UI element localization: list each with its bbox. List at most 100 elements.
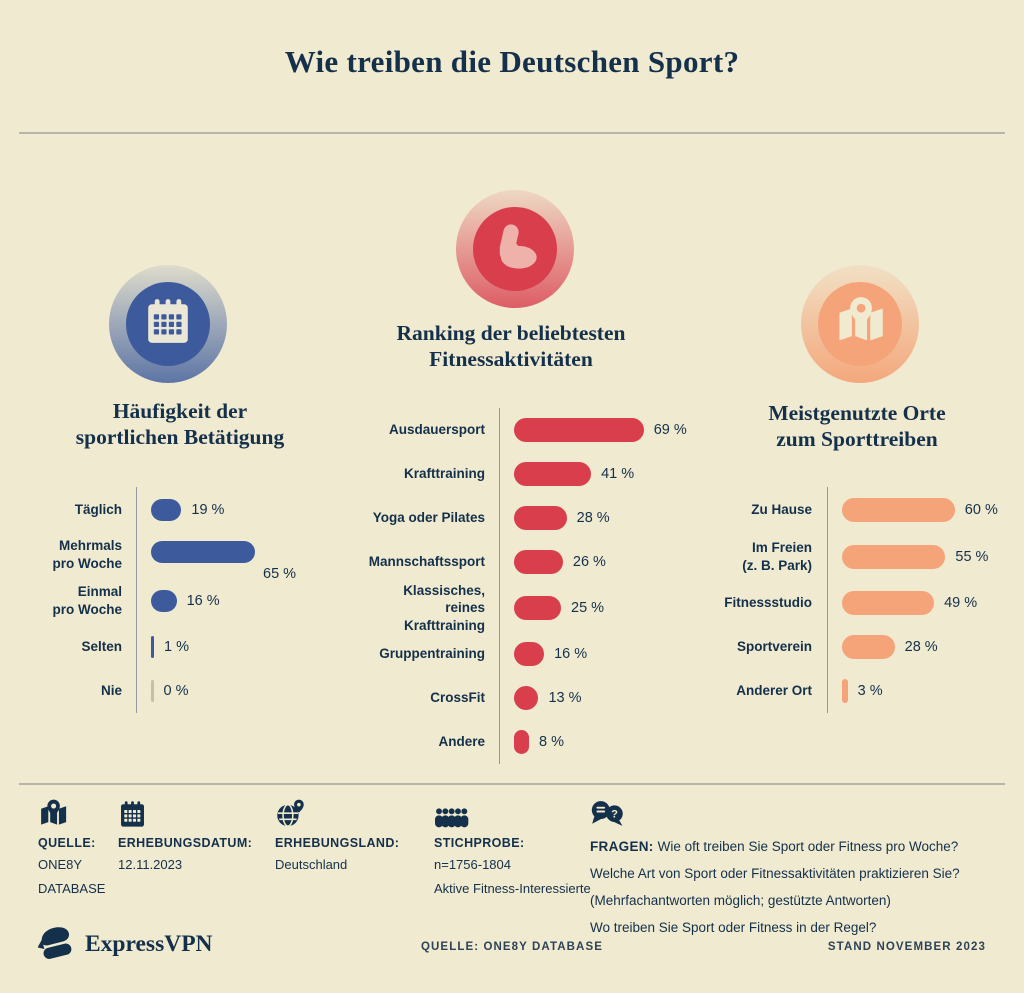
bar [514,418,644,442]
bar [514,686,539,710]
bar-label: Anderer Ort [736,683,812,699]
footer-value: DATABASE [38,880,106,896]
bar [514,506,567,530]
bar-label: Nie [100,683,122,699]
bar [842,679,848,703]
bar-row: Mehrmals pro Woche 65 % [38,533,343,582]
footer-item: ? FRAGEN: Wie oft treiben Sie Sport oder … [590,796,990,941]
bicep-icon [473,207,557,291]
date-note: STAND NOVEMBER 2023 [827,941,986,953]
footer-value: n=1756-1804 [434,857,511,872]
footer-item: ERHEBUNGSDATUM: 12.11.2023 [118,796,268,874]
bar-zone: 8 % [499,720,675,764]
bar-label: Einmal pro Woche [52,584,122,617]
footer-item: QUELLE: ONE8Y DATABASE [38,796,118,898]
bar-label: Andere [438,734,485,750]
bar-zone: 69 % [499,408,687,452]
bar [151,499,182,521]
bar-row: Im Freien (z. B. Park) 55 % [700,533,1005,581]
bar-label: Klassisches, reines Krafttraining [403,582,485,633]
people-icon [434,796,594,829]
bar-value: 55 % [955,549,989,565]
footer-label: STICHPROBE: [434,836,525,850]
bar [151,680,154,702]
bar-row: Krafttraining 41 % [360,452,675,496]
bar-label: Im Freien (z. B. Park) [742,540,812,573]
bar-value: 69 % [653,422,687,438]
fitness-chart: Ausdauersport 69 % Krafttraining 41 % Yoga o… [360,408,687,764]
bar-value: 19 % [191,502,225,518]
bar [151,636,154,658]
bar-label: Yoga oder Pilates [372,510,485,526]
places-badge [801,265,919,383]
bar-value: 3 % [857,683,883,699]
bar-row: Sportverein 28 % [700,625,1005,669]
frequency-badge [109,265,227,383]
bar-value: 13 % [548,690,582,706]
bar-zone: 60 % [827,487,1005,533]
calendar-icon-glyph [143,297,193,352]
bar-row: CrossFit 13 % [360,676,675,720]
bar-zone: 3 % [827,669,1005,713]
brand-name: ExpressVPN [85,931,213,957]
bar-label: Krafttraining [404,466,485,482]
svg-text:?: ? [611,809,618,821]
map-pin-icon [38,796,118,829]
bar-value: 28 % [576,510,610,526]
bar-label: CrossFit [430,690,485,706]
map-icon-glyph [834,296,886,353]
footer-divider [19,783,1005,785]
footer-label: ERHEBUNGSDATUM: [118,836,253,850]
bar-value: 8 % [539,734,565,750]
bar-value: 49 % [944,595,978,611]
bar-row: Zu Hause 60 % [700,487,1005,533]
footer-item: ERHEBUNGSLAND: Deutschland [275,796,425,874]
bar [842,635,895,659]
bar [842,591,935,615]
bar-value: 1 % [164,639,189,655]
bar-value: 16 % [186,593,220,609]
places-heading: Meistgenutzte Orte zum Sporttreiben [768,401,946,452]
bar-row: Ausdauersport 69 % [360,408,687,452]
frequency-chart: Täglich 19 % Mehrmals pro Woche 65 % Einmal … [38,487,343,713]
bar-value: 41 % [601,466,635,482]
page-title: Wie treiben die Deutschen Sport? [284,44,740,79]
bar-zone: 49 % [827,581,1005,625]
bar-zone: 28 % [827,625,1005,669]
bar-row: Yoga oder Pilates 28 % [360,496,675,540]
footer-label: FRAGEN: [590,839,658,854]
fitness-heading: Ranking der beliebtesten Fitnessaktivitä… [396,321,626,372]
bar-row: Einmal pro Woche 16 % [38,577,343,625]
footer-label: ERHEBUNGSLAND: [275,836,400,850]
expressvpn-logo-icon [36,922,76,967]
bar-label: Fitnessstudio [724,595,812,611]
bar-value: 65 % [263,566,297,582]
bar-label: Sportverein [736,639,812,655]
bar-label: Mehrmals pro Woche [52,538,122,571]
bar-label: Mannschaftssport [368,554,485,570]
bar-zone: 25 % [499,584,675,632]
footer-value: ONE8Y [38,857,83,872]
bar-zone: 13 % [499,676,675,720]
fitness-badge [456,190,574,308]
bar-zone: 26 % [499,540,675,584]
footer-questions: FRAGEN: Wie oft treiben Sie Sport oder F… [590,839,960,935]
bicep-icon-glyph [489,221,541,278]
bar-value: 60 % [964,502,998,518]
globe-icon [275,796,425,829]
bar [842,498,955,522]
footer-value: Aktive Fitness-Interessierte [434,880,591,896]
bar-label: Zu Hause [751,502,812,518]
bar [151,541,255,563]
calendar-icon [118,796,268,829]
top-divider [19,132,1005,134]
bar-label: Ausdauersport [388,422,485,438]
bar-zone: 55 % [827,533,1005,581]
bar-row: Täglich 19 % [38,487,343,533]
speech-icon: ? [590,796,990,829]
bar-label: Selten [81,639,122,655]
bar [514,642,545,666]
bar-row: Fitnessstudio 49 % [700,581,1005,625]
bar-row: Anderer Ort 3 % [700,669,1005,713]
